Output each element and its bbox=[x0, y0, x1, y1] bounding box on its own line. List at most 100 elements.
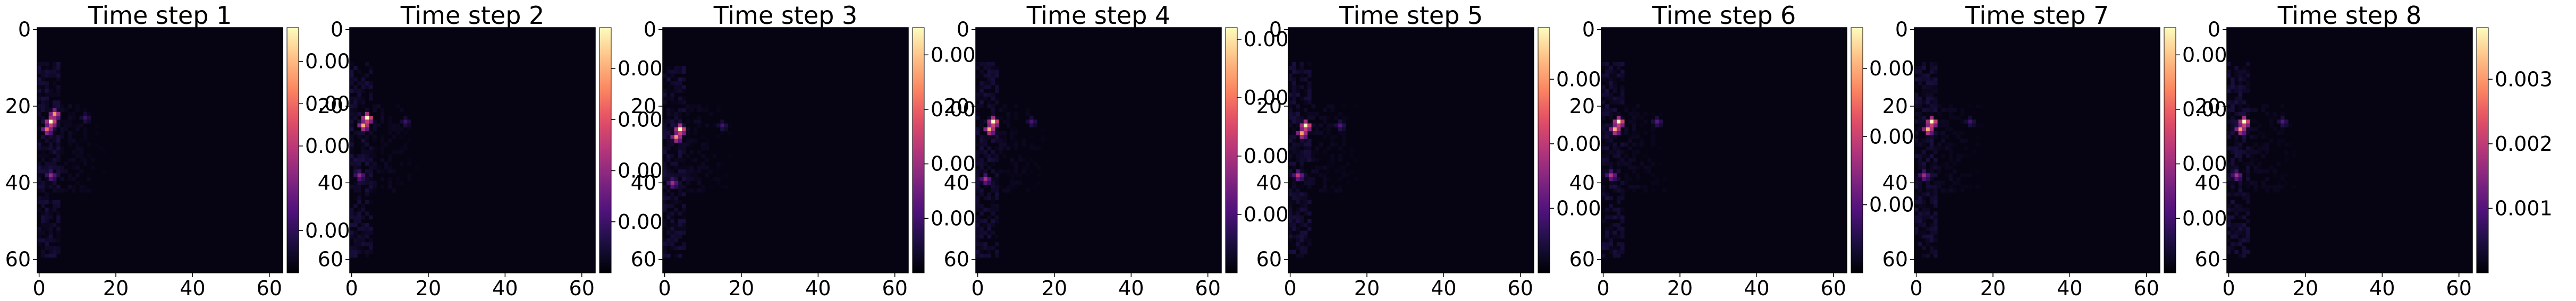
heatmap-cell bbox=[369, 215, 373, 220]
heatmap-cell bbox=[1933, 89, 1938, 93]
heatmap-cell bbox=[2265, 150, 2269, 154]
heatmap-cell bbox=[1616, 150, 1621, 154]
heatmap-cell bbox=[45, 104, 49, 108]
heatmap-cell bbox=[1922, 154, 1926, 158]
heatmap-cell bbox=[2231, 215, 2235, 220]
heatmap-cell bbox=[1021, 165, 1026, 170]
heatmap-cell bbox=[670, 238, 674, 243]
heatmap-cell bbox=[995, 184, 999, 189]
heatmap-cell bbox=[1296, 219, 1300, 223]
heatmap-cell bbox=[1925, 154, 1930, 158]
heatmap-hotspot-cell bbox=[991, 127, 995, 132]
heatmap-cell bbox=[95, 142, 99, 147]
heatmap-cell bbox=[1296, 154, 1300, 158]
heatmap-cell bbox=[983, 150, 987, 154]
y-tick-label: 60 bbox=[1256, 248, 1282, 271]
heatmap-cell bbox=[670, 161, 674, 166]
heatmap-cell bbox=[1643, 119, 1648, 124]
heatmap-cell bbox=[976, 108, 980, 113]
heatmap-cell bbox=[48, 180, 53, 185]
heatmap-cell bbox=[1303, 250, 1308, 254]
heatmap-cell bbox=[1296, 85, 1300, 89]
heatmap-cell bbox=[1975, 169, 1980, 174]
heatmap-cell bbox=[991, 150, 995, 154]
heatmap-cell bbox=[663, 73, 667, 78]
heatmap-cell bbox=[1922, 223, 1926, 227]
heatmap-cell bbox=[1292, 177, 1296, 182]
heatmap-hotspot-cell bbox=[361, 173, 366, 177]
heatmap-hotspot-cell bbox=[365, 123, 369, 127]
heatmap-cell bbox=[1605, 111, 1609, 116]
heatmap-hotspot-cell bbox=[353, 173, 358, 177]
heatmap-cell bbox=[350, 104, 354, 108]
heatmap-cell bbox=[41, 81, 45, 85]
heatmap-cell bbox=[1948, 104, 1953, 108]
heatmap-cell bbox=[670, 242, 674, 246]
heatmap-cell bbox=[2276, 139, 2281, 143]
heatmap-cell bbox=[41, 211, 45, 216]
heatmap-cell bbox=[369, 169, 373, 174]
heatmap-cell bbox=[2231, 227, 2235, 231]
heatmap-hotspot-cell bbox=[720, 127, 724, 132]
heatmap-cell bbox=[1640, 161, 1644, 166]
heatmap-cell bbox=[1002, 169, 1007, 174]
heatmap-cell bbox=[686, 119, 690, 124]
heatmap-cell bbox=[48, 253, 53, 258]
heatmap-cell bbox=[1307, 89, 1312, 93]
heatmap-cell bbox=[350, 150, 354, 154]
heatmap-cell bbox=[380, 119, 385, 124]
heatmap-cell bbox=[357, 135, 361, 139]
heatmap-cell bbox=[357, 250, 361, 254]
heatmap-cell bbox=[987, 85, 992, 89]
heatmap-cell bbox=[1292, 131, 1296, 135]
heatmap-cell bbox=[1601, 192, 1606, 196]
heatmap-cell bbox=[979, 70, 984, 74]
heatmap-cell bbox=[41, 89, 45, 93]
y-tick-label: 40 bbox=[944, 171, 969, 194]
heatmap-cell bbox=[1018, 158, 1022, 162]
heatmap-cell bbox=[2227, 246, 2231, 250]
heatmap-cell bbox=[663, 250, 667, 254]
heatmap-cell bbox=[682, 70, 686, 74]
heatmap-cell bbox=[678, 188, 682, 193]
heatmap-cell bbox=[976, 150, 980, 154]
heatmap-hotspot-cell bbox=[2238, 127, 2243, 132]
heatmap-cell bbox=[79, 169, 83, 174]
heatmap-hotspot-cell bbox=[987, 123, 992, 127]
heatmap-cell bbox=[45, 92, 49, 97]
heatmap-cell bbox=[1616, 250, 1621, 254]
heatmap-cell bbox=[2281, 127, 2285, 132]
heatmap-cell bbox=[1620, 208, 1625, 212]
heatmap-cell bbox=[674, 230, 679, 235]
heatmap-cell bbox=[1925, 234, 1930, 239]
heatmap-cell bbox=[1925, 135, 1930, 139]
heatmap-cell bbox=[674, 100, 679, 105]
heatmap-cell bbox=[1933, 96, 1938, 101]
heatmap-cell bbox=[670, 215, 674, 220]
heatmap-cell bbox=[1307, 116, 1312, 120]
heatmap-cell bbox=[1640, 184, 1644, 189]
heatmap-cell bbox=[1933, 196, 1938, 201]
heatmap-cell bbox=[357, 234, 361, 239]
heatmap-cell bbox=[407, 139, 411, 143]
heatmap-cell bbox=[361, 246, 366, 250]
heatmap-cell bbox=[666, 177, 671, 182]
heatmap-cell bbox=[353, 66, 358, 70]
y-tick-label: 60 bbox=[1569, 248, 1595, 271]
heatmap-cell bbox=[1612, 142, 1617, 147]
heatmap-cell bbox=[1288, 215, 1293, 220]
heatmap-hotspot-cell bbox=[670, 177, 674, 182]
heatmap-hotspot-cell bbox=[48, 119, 53, 124]
heatmap-cell bbox=[1918, 188, 1922, 193]
heatmap-hotspot-cell bbox=[2234, 169, 2239, 174]
heatmap-cell bbox=[686, 177, 690, 182]
heatmap-cell bbox=[1616, 146, 1621, 151]
heatmap-cell bbox=[1338, 188, 1342, 193]
heatmap-cell bbox=[1303, 173, 1308, 177]
heatmap-cell bbox=[95, 131, 99, 135]
heatmap-cell bbox=[693, 104, 698, 108]
heatmap-cell bbox=[353, 180, 358, 185]
heatmap-cell bbox=[1620, 89, 1625, 93]
heatmap-cell bbox=[52, 85, 57, 89]
